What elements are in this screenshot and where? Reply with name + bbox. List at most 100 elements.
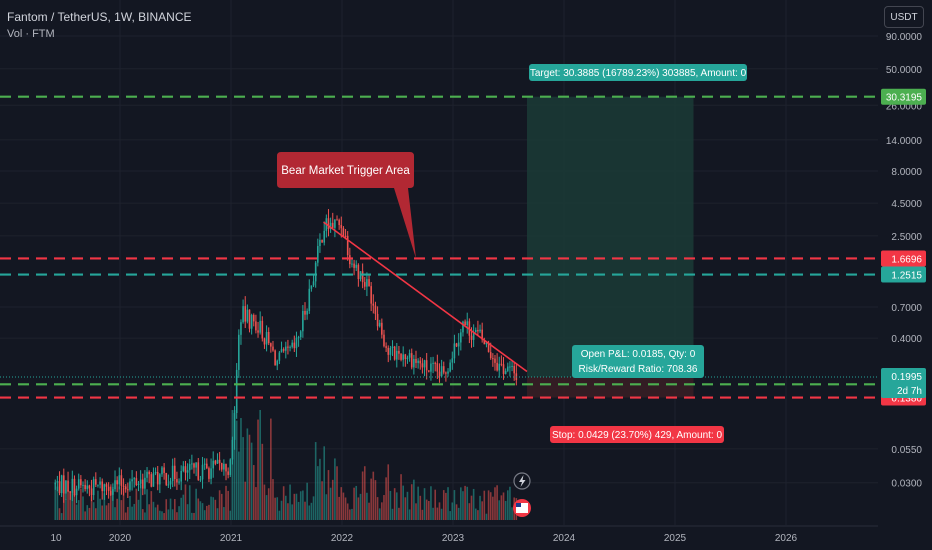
candle-body bbox=[447, 371, 449, 374]
volume-bar bbox=[404, 497, 407, 520]
candle-body bbox=[250, 314, 253, 329]
volume-bar bbox=[351, 508, 353, 520]
volume-bar bbox=[500, 495, 503, 520]
level-price-badge[interactable] bbox=[881, 266, 926, 283]
candle-body bbox=[291, 342, 293, 347]
volume-bar bbox=[470, 495, 473, 520]
volume-bar bbox=[231, 410, 234, 520]
candle-body bbox=[206, 463, 208, 469]
volume-bar bbox=[75, 504, 78, 520]
volume-bar bbox=[359, 493, 362, 520]
volume-bar bbox=[477, 510, 479, 520]
trend-line-segment[interactable] bbox=[323, 221, 528, 373]
candle-body bbox=[302, 310, 304, 332]
candle-body bbox=[276, 360, 279, 366]
level-price-badge[interactable] bbox=[881, 88, 926, 105]
level-price-badge[interactable] bbox=[881, 250, 926, 267]
candle-body bbox=[193, 463, 195, 468]
volume-bar bbox=[97, 490, 99, 520]
time-tick-label: 2022 bbox=[331, 533, 354, 544]
event-markers[interactable] bbox=[513, 472, 531, 517]
volume-bar bbox=[393, 488, 396, 520]
candle-body bbox=[287, 346, 289, 348]
symbol-title[interactable]: Fantom / TetherUS, 1W, BINANCE bbox=[7, 10, 192, 24]
candle-body bbox=[235, 369, 238, 413]
volume-bar bbox=[203, 510, 206, 520]
volume-bar bbox=[425, 499, 428, 520]
volume-bar bbox=[242, 437, 244, 520]
volume-bar bbox=[255, 487, 257, 520]
volume-bar bbox=[417, 486, 419, 520]
volume-bar bbox=[327, 470, 330, 520]
candle-body bbox=[346, 235, 349, 256]
volume-bar bbox=[216, 508, 219, 520]
candle-body bbox=[69, 491, 71, 493]
volume-bar bbox=[509, 486, 511, 520]
volume-bar bbox=[227, 490, 229, 520]
candle-body bbox=[355, 264, 358, 268]
candle-body bbox=[485, 342, 488, 345]
volume-bar bbox=[233, 410, 236, 520]
volume-bar bbox=[261, 443, 264, 520]
candle-body bbox=[176, 478, 178, 483]
last-price-badge[interactable] bbox=[881, 367, 926, 398]
pnl-label: Open P&L: 0.0185, Qty: 0 bbox=[581, 349, 696, 360]
volume-bar bbox=[346, 503, 349, 520]
price-tick-label: 2.5000 bbox=[891, 232, 922, 243]
volume-bar bbox=[381, 502, 383, 520]
candle-body bbox=[415, 358, 417, 363]
candle-body bbox=[261, 320, 264, 339]
volume-bar bbox=[77, 500, 80, 520]
volume-bar bbox=[310, 502, 313, 520]
callout-annotation[interactable]: Bear Market Trigger Area bbox=[277, 152, 416, 259]
volume-bar bbox=[178, 506, 180, 520]
candle-body bbox=[413, 358, 415, 368]
volume-bar bbox=[199, 501, 202, 520]
candle-body bbox=[127, 489, 129, 491]
candle-body bbox=[122, 485, 125, 487]
currency-button[interactable]: USDT bbox=[884, 6, 924, 28]
level-price-label: 0.1380 bbox=[891, 394, 922, 405]
candle-body bbox=[383, 334, 385, 347]
volume-bar bbox=[398, 507, 400, 520]
volume-bar bbox=[150, 491, 153, 520]
candle-body bbox=[56, 481, 59, 483]
candle-body bbox=[483, 339, 486, 345]
time-axis[interactable]: 10 2020 2021 2022 2023 2024 2025 2026 bbox=[0, 525, 878, 544]
candle-body bbox=[156, 471, 159, 485]
volume-bar bbox=[154, 507, 157, 520]
candle-body bbox=[71, 478, 74, 493]
last-price-countdown: 2d 7h bbox=[897, 386, 922, 397]
last-price-value: 0.1995 bbox=[891, 372, 922, 383]
candle-body bbox=[410, 353, 413, 368]
volume-bar bbox=[195, 488, 197, 520]
candle-body bbox=[84, 484, 86, 490]
candle-body bbox=[321, 239, 323, 243]
candle-body bbox=[244, 306, 247, 322]
trend-line[interactable] bbox=[323, 221, 528, 373]
candle-body bbox=[398, 350, 400, 354]
stop-zone bbox=[527, 376, 694, 398]
horizontal-levels[interactable] bbox=[0, 95, 878, 399]
volume-bar bbox=[291, 504, 293, 520]
price-axis[interactable]: 90.0000 50.0000 26.0000 14.0000 8.0000 4.5000… bbox=[881, 32, 926, 490]
volume-bar bbox=[210, 496, 212, 520]
candle-body bbox=[331, 222, 334, 228]
candle-body bbox=[101, 481, 104, 492]
volume-bar bbox=[460, 487, 462, 520]
volume-bar bbox=[504, 500, 507, 520]
candle-body bbox=[257, 330, 259, 333]
candle-body bbox=[267, 331, 270, 344]
candle-body bbox=[494, 358, 496, 363]
volume-bar bbox=[295, 493, 298, 520]
volume-bar bbox=[336, 466, 338, 520]
candle-body bbox=[180, 470, 182, 482]
candle-body bbox=[323, 230, 326, 243]
volume-bar bbox=[272, 479, 274, 520]
candle-body bbox=[212, 460, 215, 469]
candle-body bbox=[453, 343, 456, 359]
volume-indicator-label[interactable]: Vol · FTM bbox=[7, 28, 55, 40]
volume-bar bbox=[144, 512, 146, 520]
volume-bar bbox=[201, 503, 204, 520]
